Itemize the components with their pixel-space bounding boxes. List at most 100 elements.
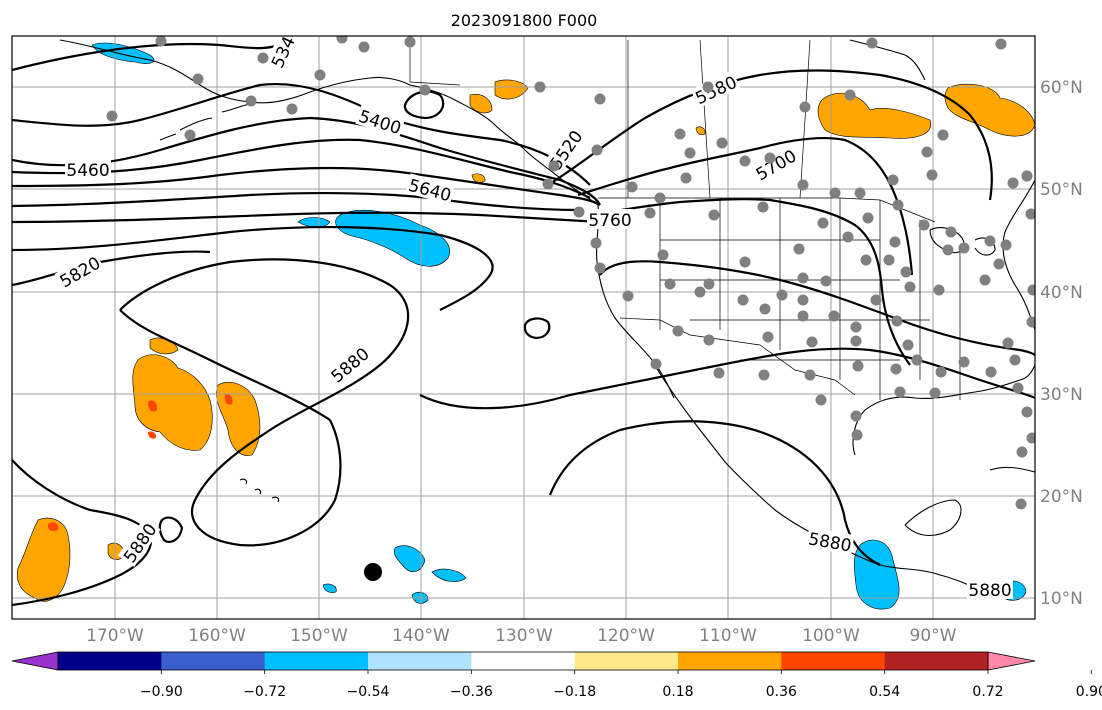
colorbar-segment [884,652,989,670]
station-dot [894,386,906,398]
contour-5340 [12,39,291,72]
contour-5880-ring [119,309,331,421]
station-dot [929,387,941,399]
station-dot [737,294,749,306]
station-dot [757,201,769,213]
station-dot [904,281,916,293]
station-dot [759,303,771,315]
station-dot [534,81,546,93]
station-dot [542,178,554,190]
red-core-2 [224,394,233,405]
station-dot [937,129,949,141]
station-dot [358,41,370,53]
station-dot [245,95,257,107]
station-dot [680,172,692,184]
station-dot [713,367,725,379]
station-dot [815,394,827,406]
station-dot [985,366,997,378]
colorbar-segment [781,652,886,670]
contour-5520 [12,138,591,199]
station-dot [900,266,912,278]
contour-label: 5460 [65,159,111,181]
colorbar-segment [264,652,369,670]
contour-5820-east [599,260,1035,357]
station-dot [1002,337,1014,349]
station-dot [594,93,606,105]
station-dot [890,363,902,375]
contour-5580 [12,166,601,206]
station-dot [591,144,603,156]
colorbar-segment [58,652,162,670]
station-dot [842,231,854,243]
station-dot [672,325,684,337]
station-dot [684,147,696,159]
station-dot [184,129,196,141]
contour-5700 [12,211,601,224]
cuba [989,466,1035,473]
station-dot [739,155,751,167]
station-dot [902,339,914,351]
station-dot [911,354,923,366]
latitude-labels: 60°N 50°N 40°N 30°N 20°N 10°N [1040,78,1083,609]
black-dot-marker [364,563,382,581]
lon-tick-label: 150°W [290,626,348,646]
station-dot [776,289,788,301]
orange-shade-ne-2 [944,83,1035,137]
station-dot [797,294,809,306]
colorbar-tick-label: 0.54 [869,684,900,700]
lat-tick-label: 20°N [1040,487,1083,507]
map-area: 5345460540056405520558057005760582058805… [12,36,1035,619]
colorbar-extend-max [987,651,1036,671]
station-dot [336,36,348,44]
station-dot [935,366,947,378]
station-dot [654,192,666,204]
station-dot [942,244,954,256]
colorbar-segment [678,652,782,670]
station-dot [1015,498,1027,510]
lat-tick-label: 50°N [1040,180,1083,200]
contour-5880-south [548,420,881,566]
station-dot [314,69,326,81]
hawaii [239,478,280,503]
station-dot [257,52,269,64]
station-dot [870,294,882,306]
orange-shade-ne-1 [817,92,932,139]
contour-label: 5880 [805,527,855,557]
colorbar-tick-label: 0.18 [662,684,693,700]
station-dot [1016,446,1028,458]
station-dot [797,179,809,191]
station-dot [644,207,656,219]
station-dot [573,206,585,218]
us-mexico-border [619,317,856,396]
colorbar-segment [471,652,576,670]
gulf-coast [852,364,1035,456]
station-dot [739,256,751,268]
station-dot [694,286,706,298]
station-dot [1009,354,1021,366]
colorbar [11,651,1036,671]
blue-shade-3 [91,42,155,64]
colorbar-segment [161,652,266,670]
colorbar-tick-label: 0.72 [972,684,1003,700]
station-dot [419,84,431,96]
red-core-3 [47,522,59,532]
colorbar-tick-label: −0.72 [243,684,286,700]
orange-shade-sw-4 [16,517,71,602]
blue-shade-7 [431,568,467,582]
alaska-border [409,40,461,86]
red-core-1 [148,400,158,412]
contour-5640 [12,191,581,212]
small-closed-contour-2 [523,317,551,340]
station-dot [958,242,970,254]
station-dot [716,137,728,149]
station-dot [650,358,662,370]
station-dot [828,310,840,322]
colorbar-segment [574,652,679,670]
station-dot [851,429,863,441]
station-dot [664,278,676,290]
orange-shade-small-1 [471,173,486,183]
contour-5760-east [589,198,911,366]
lon-tick-label: 170°W [86,626,144,646]
blue-shade-2 [297,217,331,228]
orange-shade-alaska-2 [469,93,493,114]
